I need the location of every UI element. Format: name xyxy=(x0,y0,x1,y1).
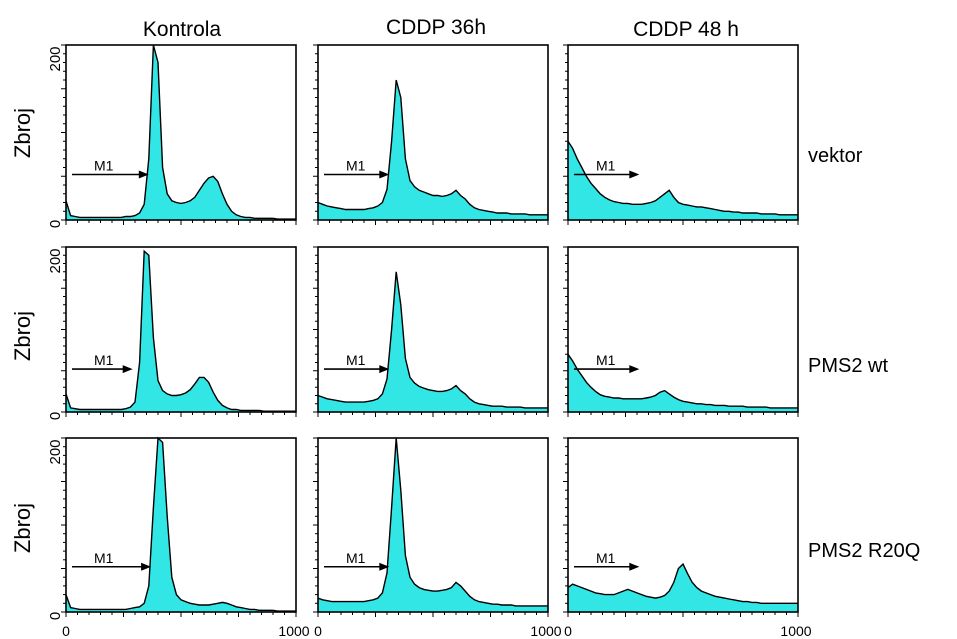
histogram-area xyxy=(568,564,798,612)
row-label-vektor: vektor xyxy=(808,145,863,167)
marker-arrowhead xyxy=(379,562,390,571)
y-tick-label: 200 xyxy=(47,46,64,71)
marker-arrowhead xyxy=(629,365,640,374)
histogram-area xyxy=(66,438,296,612)
y-tick-label: 0 xyxy=(47,412,64,420)
histogram-area xyxy=(66,251,296,412)
marker-arrowhead xyxy=(379,170,390,179)
panel-frame xyxy=(65,246,297,413)
x-tick-label: 1000 xyxy=(278,623,309,639)
histogram-panel: 0 200 M1 xyxy=(47,246,297,420)
x-tick-label: 0 xyxy=(314,623,322,639)
histogram-line xyxy=(567,562,798,604)
marker-label: M1 xyxy=(596,158,616,174)
y-tick-label: 0 xyxy=(47,220,64,228)
marker-label: M1 xyxy=(346,550,366,566)
panel-frame xyxy=(317,44,549,221)
y-tick-label: 0 xyxy=(47,612,64,620)
marker-label: M1 xyxy=(94,352,114,368)
column-header-cddp-48h: CDDP 48 h xyxy=(633,18,739,41)
histogram-panel: M1 xyxy=(313,246,549,417)
histogram-area xyxy=(318,438,548,612)
y-tick-label: 200 xyxy=(47,439,64,464)
histogram-area xyxy=(568,354,798,412)
row-label-pms2-r20q: PMS2 R20Q xyxy=(808,540,920,562)
histogram-panel: 0 1000 M1 xyxy=(313,437,562,639)
histogram-line xyxy=(567,140,798,216)
row-labels: vektor PMS2 wt PMS2 R20Q xyxy=(808,145,920,562)
panel-frame xyxy=(567,246,799,413)
marker-label: M1 xyxy=(346,352,366,368)
histogram-area xyxy=(568,141,798,220)
column-header-cddp-36h: CDDP 36h xyxy=(386,16,486,39)
panel-frame xyxy=(65,437,297,613)
panel-frame xyxy=(65,44,297,221)
histogram-line xyxy=(65,44,296,220)
marker-arrowhead xyxy=(141,562,152,571)
panel-frame xyxy=(317,246,549,413)
x-tick-label: 0 xyxy=(62,623,70,639)
histogram-line xyxy=(317,79,548,216)
marker-label: M1 xyxy=(346,158,366,174)
row-label-pms2-wt: PMS2 wt xyxy=(808,355,888,377)
x-tick-label: 1000 xyxy=(530,623,561,639)
marker-label: M1 xyxy=(94,550,114,566)
histogram-line xyxy=(65,249,296,412)
marker-label: M1 xyxy=(94,158,114,174)
histogram-area xyxy=(318,80,548,220)
histogram-panel: M1 xyxy=(313,44,549,225)
histogram-panel: M1 xyxy=(563,246,799,417)
y-axis-label: Zbroj xyxy=(10,108,35,158)
y-axis-labels: Zbroj Zbroj Zbroj xyxy=(10,108,35,553)
histogram-line xyxy=(317,271,548,409)
marker-label: M1 xyxy=(596,352,616,368)
histogram-panel: 0 200 M1 xyxy=(47,44,297,228)
histogram-line xyxy=(317,437,548,607)
column-headers: Kontrola CDDP 36h CDDP 48 h xyxy=(143,16,739,41)
x-tick-label: 1000 xyxy=(780,623,811,639)
histogram-area xyxy=(66,45,296,220)
panel-frame xyxy=(567,44,799,221)
y-axis-label: Zbroj xyxy=(10,503,35,553)
histogram-panel: 0 1000 M1 xyxy=(563,437,812,639)
y-tick-label: 200 xyxy=(47,248,64,273)
panel-frame xyxy=(317,437,549,613)
marker-arrowhead xyxy=(629,170,640,179)
column-header-kontrola: Kontrola xyxy=(143,18,222,41)
histogram-panel: M1 xyxy=(563,44,799,225)
histogram-panel: 0 200 0 1000 M1 xyxy=(47,436,310,639)
marker-arrowhead xyxy=(629,562,640,571)
marker-arrowhead xyxy=(138,170,149,179)
histogram-line xyxy=(567,353,798,409)
y-axis-label: Zbroj xyxy=(10,311,35,361)
marker-label: M1 xyxy=(596,550,616,566)
x-tick-label: 0 xyxy=(564,623,572,639)
marker-arrowhead xyxy=(122,365,133,374)
marker-arrowhead xyxy=(379,365,390,374)
histogram-line xyxy=(65,436,296,612)
